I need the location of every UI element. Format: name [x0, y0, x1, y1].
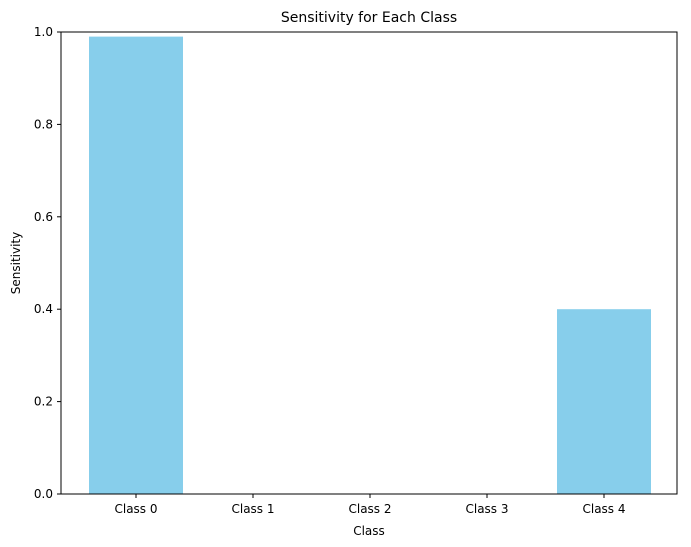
x-tick-label: Class 0 [114, 502, 157, 516]
y-tick-label: 0.2 [34, 395, 53, 409]
x-tick-label: Class 3 [465, 502, 508, 516]
chart-title: Sensitivity for Each Class [281, 10, 457, 26]
y-tick-label: 0.6 [34, 210, 53, 224]
x-tick-label: Class 4 [582, 502, 625, 516]
y-tick-label: 0.8 [34, 117, 53, 131]
y-tick-label: 1.0 [34, 25, 53, 39]
y-axis: 0.0 0.2 0.4 0.6 0.8 1.0 [34, 25, 61, 501]
y-tick-label: 0.4 [34, 302, 53, 316]
x-axis-label: Class [353, 524, 385, 538]
y-axis-label: Sensitivity [9, 232, 23, 294]
plot-frame [60, 31, 678, 495]
x-axis: Class 0 Class 1 Class 2 Class 3 Class 4 [114, 494, 626, 516]
x-tick-label: Class 2 [348, 502, 391, 516]
bar-class-4 [557, 309, 651, 494]
bar-class-0 [89, 36, 183, 495]
x-tick-label: Class 1 [231, 502, 274, 516]
y-tick-label: 0.0 [34, 487, 53, 501]
bars-group [89, 36, 651, 495]
